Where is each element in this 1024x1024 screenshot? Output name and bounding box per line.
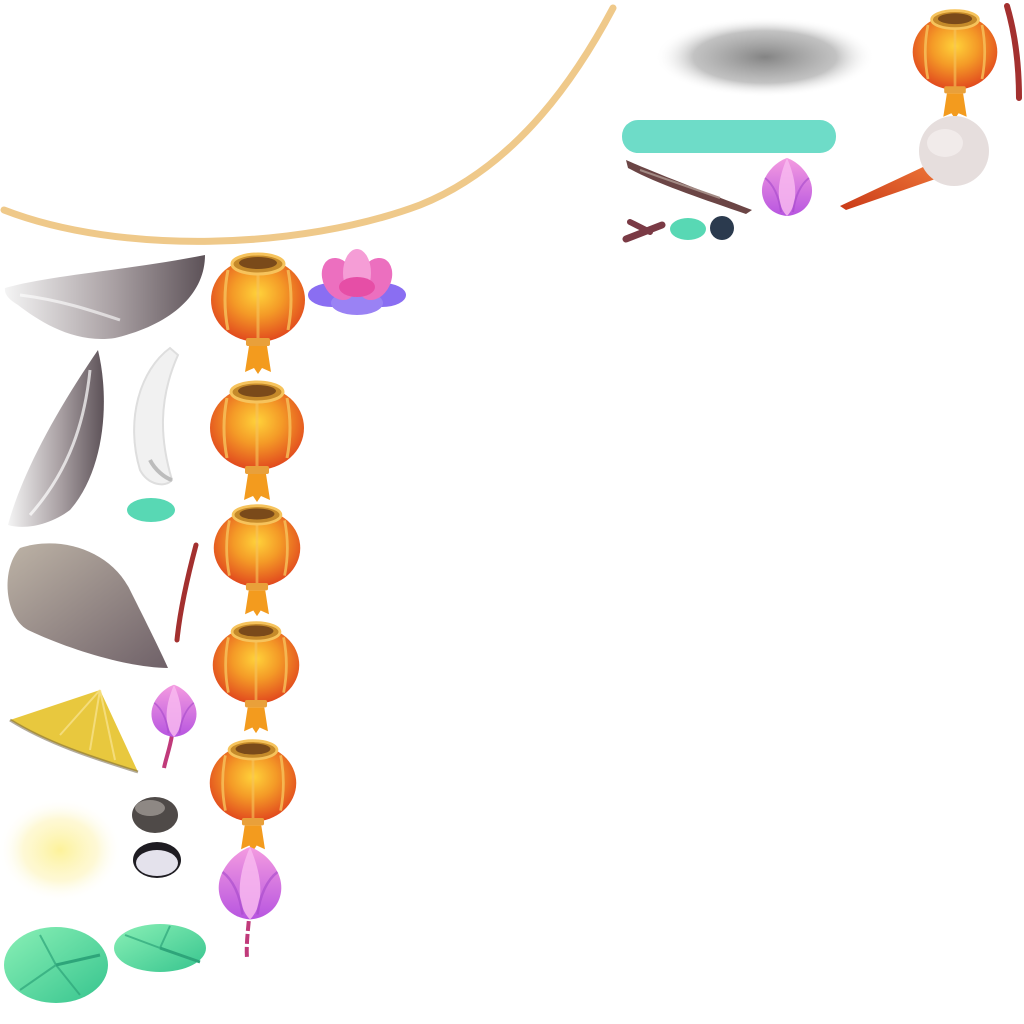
straw-hat: [9, 689, 139, 774]
teal-pebble: [670, 218, 706, 240]
red-stick: [1004, 3, 1022, 101]
gray-stone: [132, 797, 178, 833]
cloth-drape: [7, 543, 169, 668]
red-stick: [174, 542, 199, 643]
white-feather: [8, 350, 104, 527]
rope-curve: [0, 4, 617, 245]
lantern: [212, 504, 302, 618]
glow-orb: [0, 798, 122, 902]
lily-pad: [4, 927, 108, 1003]
dark-pebble: [710, 216, 734, 240]
lotus-bud: [760, 157, 814, 217]
white-feather: [133, 346, 180, 486]
gray-wing: [4, 255, 206, 340]
lantern: [208, 739, 298, 853]
lotus-bud: [150, 683, 198, 769]
lantern: [911, 9, 999, 120]
teal-bar: [622, 120, 836, 153]
lotus-bud: [217, 845, 283, 959]
teal-pebble: [127, 498, 175, 522]
lily-pad: [114, 924, 206, 972]
lantern: [208, 380, 306, 504]
shadow-blob: [655, 17, 875, 97]
white-stone: [133, 842, 181, 878]
lantern: [211, 621, 301, 735]
log-branch: [622, 160, 752, 243]
lotus-flower: [308, 249, 406, 315]
torch-stick: [840, 116, 989, 210]
lantern: [209, 252, 307, 376]
